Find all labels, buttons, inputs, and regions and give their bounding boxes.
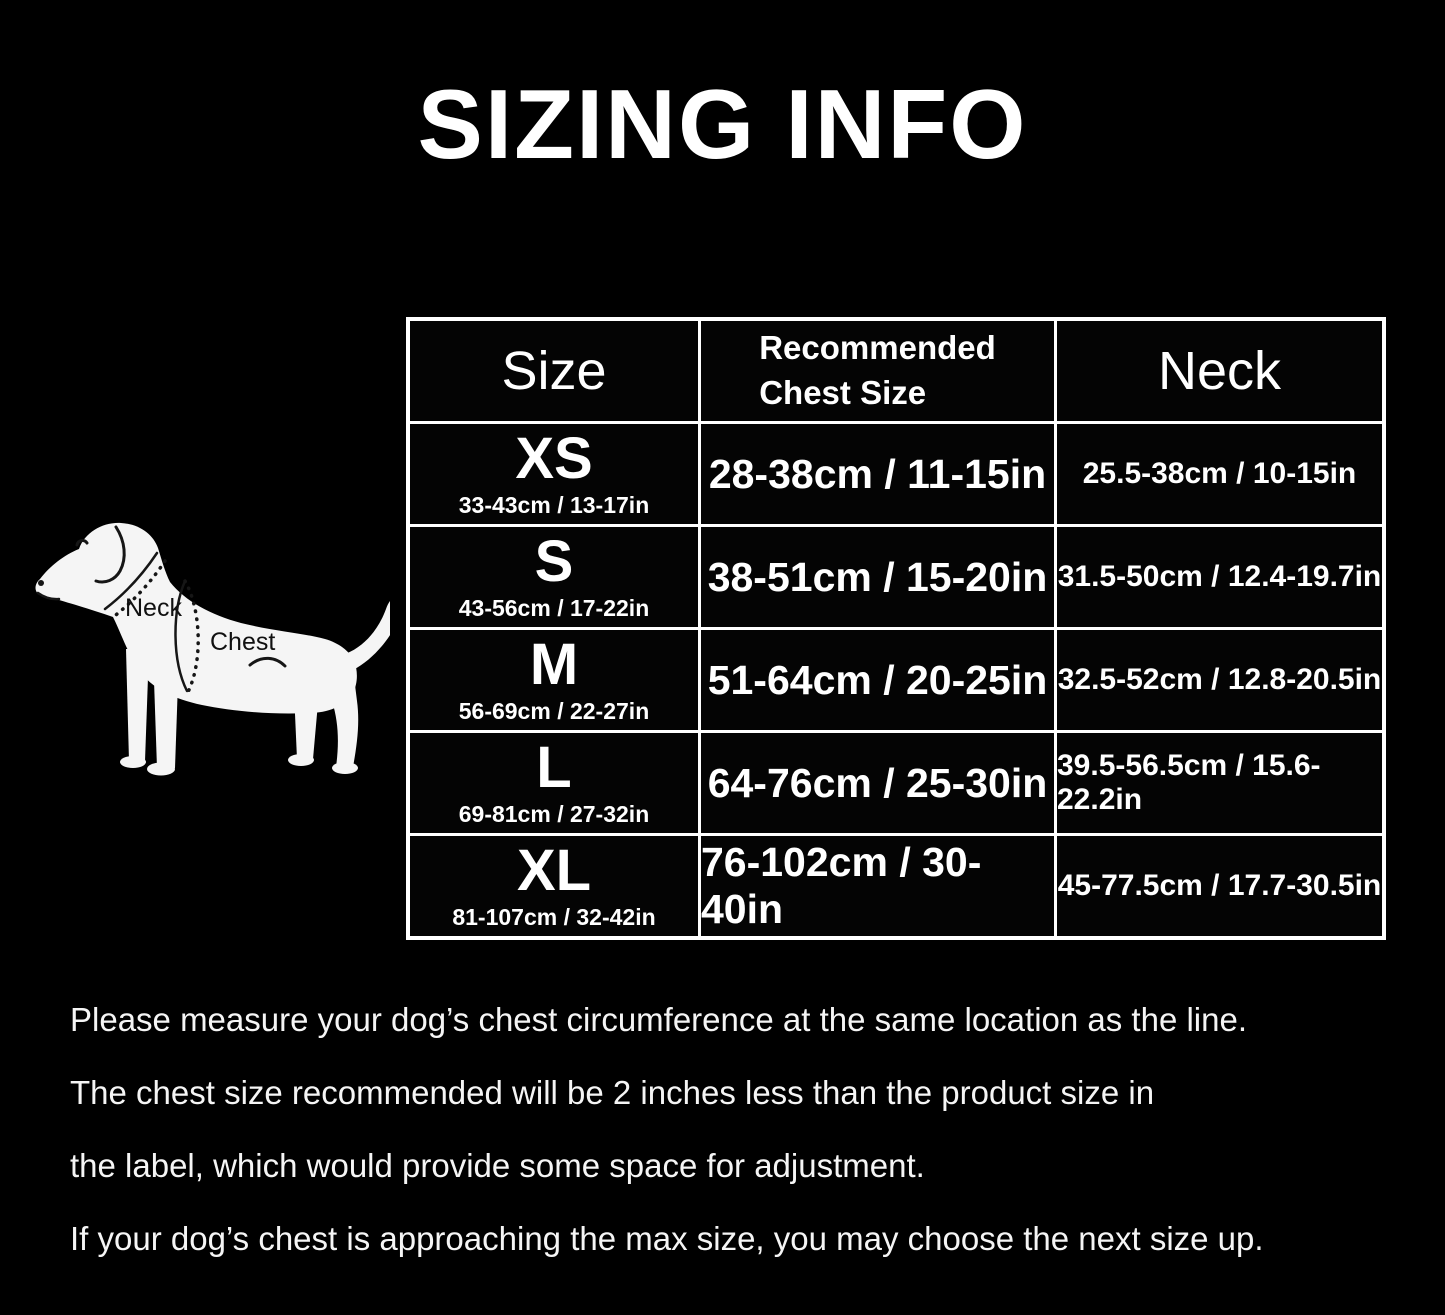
size-range: 43-56cm / 17-22in (458, 595, 650, 622)
measurement-notes: Please measure your dog’s chest circumfe… (70, 1000, 1400, 1292)
table-row-s-size: S 43-56cm / 17-22in (410, 527, 698, 627)
table-row-l-neck: 39.5-56.5cm / 15.6-22.2in (1057, 733, 1382, 833)
table-row-xl-size: XL 81-107cm / 32-42in (410, 836, 698, 936)
size-label: M (529, 631, 579, 697)
size-range: 56-69cm / 22-27in (458, 698, 650, 725)
dog-ear-line (94, 525, 126, 584)
size-range: 33-43cm / 13-17in (458, 492, 650, 519)
chest-label: Chest (210, 628, 275, 656)
table-row-xs-size: XS 33-43cm / 13-17in (410, 424, 698, 524)
table-row-xl-chest: 76-102cm / 30-40in (701, 836, 1054, 936)
dog-measurement-diagram: Neck Chest (35, 522, 390, 776)
page-title: SIZING INFO (417, 69, 1028, 179)
size-label: L (536, 734, 572, 800)
dog-mouth-line (36, 591, 61, 601)
header-size-label: Size (501, 341, 607, 401)
size-range: 81-107cm / 32-42in (452, 904, 656, 931)
note-line-2: The chest size recommended will be 2 inc… (70, 1074, 1155, 1111)
dog-nose (38, 580, 44, 586)
table-row-s-chest: 38-51cm / 15-20in (701, 527, 1054, 627)
table-row-m-chest: 51-64cm / 20-25in (701, 630, 1054, 730)
table-row-l-size: L 69-81cm / 27-32in (410, 733, 698, 833)
size-range: 69-81cm / 27-32in (458, 801, 650, 828)
header-size: Size (410, 321, 698, 421)
note-line-4: If your dog’s chest is approaching the m… (70, 1220, 1264, 1257)
table-row-xs-chest: 28-38cm / 11-15in (701, 424, 1054, 524)
size-label: XS (515, 425, 593, 491)
header-chest-line2: Chest Size (759, 374, 927, 411)
neck-measure-line (103, 551, 167, 620)
note-line-1: Please measure your dog’s chest circumfe… (70, 1001, 1248, 1038)
neck-label: Neck (125, 594, 182, 622)
table-row-l-chest: 64-76cm / 25-30in (701, 733, 1054, 833)
dog-eye (75, 539, 89, 547)
chest-measure-line (174, 579, 200, 694)
note-line-3: the label, which would provide some spac… (70, 1147, 925, 1184)
table-row-xs-neck: 25.5-38cm / 10-15in (1057, 424, 1382, 524)
table-row-s-neck: 31.5-50cm / 12.4-19.7in (1057, 527, 1382, 627)
header-chest: Recommended Chest Size (701, 321, 1054, 421)
sizing-table: Size Recommended Chest Size Neck XS 33-4… (406, 317, 1386, 940)
size-label: S (534, 528, 574, 594)
table-row-m-neck: 32.5-52cm / 12.8-20.5in (1057, 630, 1382, 730)
header-neck: Neck (1057, 321, 1382, 421)
table-row-m-size: M 56-69cm / 22-27in (410, 630, 698, 730)
size-label: XL (516, 837, 592, 903)
table-row-xl-neck: 45-77.5cm / 17.7-30.5in (1057, 836, 1382, 936)
header-chest-line1: Recommended (759, 329, 996, 367)
header-neck-label: Neck (1157, 341, 1282, 401)
dog-thigh-line (248, 656, 287, 668)
